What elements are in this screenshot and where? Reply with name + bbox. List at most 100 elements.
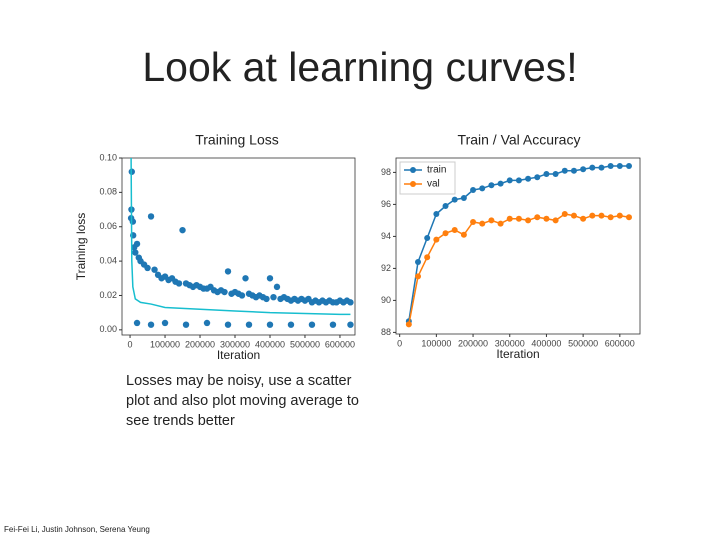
y-tick-label: 96 — [381, 199, 391, 209]
scatter-point — [245, 321, 253, 328]
data-point — [442, 230, 449, 237]
scatter-point — [347, 299, 354, 306]
scatter-point — [144, 264, 151, 272]
scatter-point — [147, 213, 155, 220]
data-point — [497, 220, 504, 227]
data-point — [543, 171, 550, 177]
data-point — [607, 163, 614, 169]
x-axis-label: Iteration — [217, 348, 260, 362]
y-tick-label: 98 — [381, 167, 391, 177]
x-tick-label: 500000 — [568, 338, 598, 348]
scatter-point — [224, 321, 232, 328]
data-point — [589, 164, 596, 171]
legend-label: train — [427, 165, 446, 176]
scatter-point — [151, 266, 158, 273]
y-tick-label: 90 — [381, 295, 391, 305]
legend-label: val — [427, 179, 440, 190]
data-point — [470, 219, 477, 225]
data-point — [442, 203, 449, 209]
data-point — [589, 212, 596, 219]
data-point — [515, 177, 522, 184]
y-tick-label: 94 — [381, 231, 391, 241]
scatter-point — [147, 321, 155, 328]
data-point — [405, 321, 412, 328]
x-tick-label: 400000 — [531, 338, 561, 348]
data-point — [451, 227, 458, 233]
chart-title: Training Loss — [195, 132, 279, 148]
x-tick-label: 600000 — [605, 338, 635, 348]
data-point — [552, 171, 559, 177]
y-tick-label: 0.06 — [99, 221, 117, 231]
scatter-point — [133, 319, 141, 327]
data-point — [460, 195, 467, 201]
data-point — [424, 254, 431, 261]
y-tick-label: 0.10 — [99, 152, 117, 162]
data-point — [607, 214, 614, 221]
data-point — [488, 182, 495, 189]
y-tick-label: 0.02 — [99, 290, 117, 300]
x-tick-label: 600000 — [325, 339, 355, 349]
data-point — [433, 236, 440, 243]
data-point — [479, 185, 486, 192]
footer: Fei-Fei Li, Justin Johnson, Serena Yeung — [4, 525, 150, 534]
data-point — [424, 235, 431, 241]
data-point — [580, 166, 587, 173]
data-point — [415, 259, 422, 265]
x-tick-label: 300000 — [220, 339, 250, 349]
data-point — [525, 217, 532, 224]
scatter-point — [242, 275, 249, 282]
scatter-point — [308, 321, 316, 328]
data-point — [451, 196, 458, 203]
x-tick-label: 400000 — [255, 339, 285, 349]
scatter-point — [224, 268, 232, 275]
data-point — [580, 215, 587, 222]
data-point — [570, 167, 577, 174]
data-point — [415, 273, 422, 280]
data-point — [598, 164, 605, 171]
plot-frame — [395, 157, 641, 335]
data-point — [506, 177, 513, 184]
x-tick-label: 300000 — [495, 338, 525, 348]
data-point — [488, 217, 495, 224]
data-point — [625, 163, 632, 169]
scatter-point — [270, 293, 277, 301]
x-tick-label: 0 — [397, 338, 402, 348]
x-axis-label: Iteration — [496, 347, 539, 361]
x-tick-label: 100000 — [150, 339, 180, 349]
y-tick-label: 0.00 — [99, 324, 117, 334]
data-point — [598, 212, 605, 219]
legend-marker — [410, 181, 416, 187]
legend-box — [399, 161, 456, 195]
x-tick-label: 200000 — [458, 338, 488, 348]
scatter-point — [287, 321, 295, 328]
scatter-point — [132, 249, 139, 256]
y-tick-label: 0.08 — [99, 187, 117, 197]
moving-average-line — [130, 157, 351, 316]
y-tick-label: 92 — [381, 263, 391, 273]
y-axis-label: Training loss — [74, 213, 88, 281]
scatter-point — [238, 292, 246, 299]
data-point — [625, 214, 632, 221]
scatter-point — [182, 321, 190, 328]
scatter-point — [266, 321, 274, 328]
scatter-point — [161, 319, 169, 327]
data-point — [460, 231, 467, 238]
data-point — [616, 212, 623, 219]
data-point — [506, 215, 513, 222]
scatter-point — [266, 275, 274, 282]
scatter-point — [175, 280, 183, 287]
scatter-point — [329, 321, 337, 328]
chart-title: Train / Val Accuracy — [458, 132, 581, 148]
scatter-point — [273, 283, 281, 291]
plot-frame — [121, 157, 356, 336]
scatter-point — [263, 295, 270, 303]
scatter-point — [203, 319, 211, 327]
legend-marker — [410, 167, 416, 173]
data-point — [543, 215, 550, 222]
data-point — [616, 163, 623, 169]
data-point — [470, 187, 477, 193]
data-point — [570, 212, 577, 219]
y-tick-label: 0.04 — [99, 255, 117, 265]
data-point — [561, 167, 568, 174]
